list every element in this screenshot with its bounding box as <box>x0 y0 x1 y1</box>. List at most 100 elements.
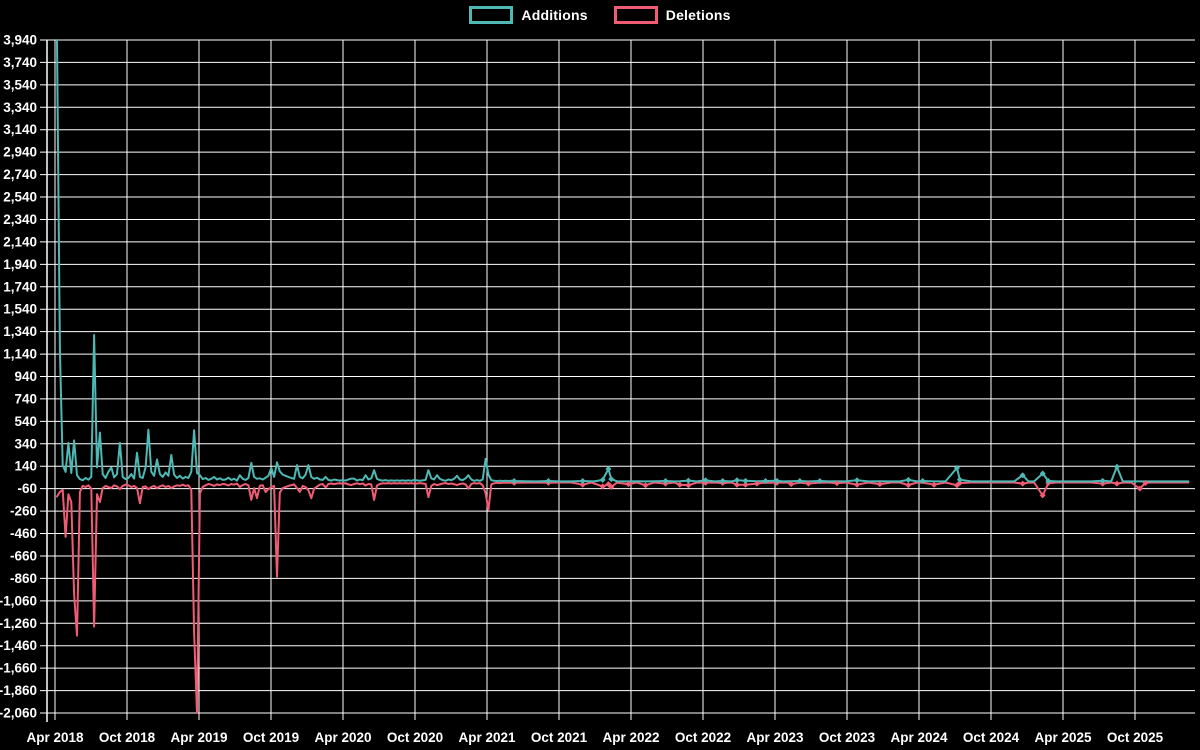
x-tick-label: Apr 2020 <box>314 730 371 745</box>
y-tick-label: 3,740 <box>3 55 37 70</box>
legend-item-additions[interactable]: Additions <box>469 6 588 24</box>
y-tick-label: 3,940 <box>3 33 37 48</box>
point-marker-additions <box>919 478 926 485</box>
y-tick-label: 2,940 <box>3 145 37 160</box>
point-marker-additions <box>599 476 606 483</box>
point-marker-additions <box>853 477 860 484</box>
point-marker-deletions <box>753 480 760 487</box>
point-marker-deletions <box>788 481 795 488</box>
point-marker-deletions <box>685 482 692 489</box>
y-tick-label: 3,340 <box>3 100 37 115</box>
x-tick-label: Oct 2020 <box>387 730 443 745</box>
x-tick-label: Oct 2025 <box>1107 730 1164 745</box>
x-tick-label: Apr 2018 <box>26 730 84 745</box>
point-marker-deletions <box>733 481 740 488</box>
y-tick-label: -460 <box>10 526 37 541</box>
point-marker-additions <box>1045 478 1052 485</box>
y-tick-label: -260 <box>10 504 37 519</box>
point-marker-additions <box>773 477 780 484</box>
point-marker-additions <box>1039 470 1046 477</box>
y-tick-label: 2,140 <box>3 234 37 249</box>
x-tick-label: Apr 2025 <box>1034 730 1092 745</box>
point-marker-additions <box>905 476 912 483</box>
x-tick-label: Apr 2021 <box>458 730 516 745</box>
point-marker-deletions <box>1113 480 1120 487</box>
y-tick-label: 1,740 <box>3 279 37 294</box>
point-marker-additions <box>956 476 963 483</box>
x-tick-label: Apr 2019 <box>170 730 227 745</box>
point-marker-additions <box>545 478 552 485</box>
point-marker-additions <box>1113 463 1120 470</box>
y-tick-label: 1,540 <box>3 302 37 317</box>
point-marker-deletions <box>853 481 860 488</box>
legend-label-additions: Additions <box>521 7 588 23</box>
chart-legend: Additions Deletions <box>0 6 1200 24</box>
point-marker-deletions <box>1136 485 1143 492</box>
series-line-deletions <box>56 481 1190 714</box>
x-tick-label: Oct 2018 <box>99 730 156 745</box>
series-line-additions <box>56 39 1190 483</box>
x-tick-label: Apr 2022 <box>602 730 659 745</box>
y-tick-label: -1,060 <box>0 593 37 608</box>
y-tick-label: 140 <box>14 459 37 474</box>
y-tick-label: 940 <box>14 369 37 384</box>
y-tick-label: 1,940 <box>3 257 37 272</box>
y-tick-label: 1,140 <box>3 347 37 362</box>
y-tick-label: -860 <box>10 571 37 586</box>
point-marker-additions <box>579 478 586 485</box>
point-marker-deletions <box>833 480 840 487</box>
point-marker-additions <box>1099 477 1106 484</box>
y-tick-label: -1,460 <box>0 638 37 653</box>
x-tick-label: Oct 2019 <box>243 730 299 745</box>
y-tick-label: -1,860 <box>0 683 37 698</box>
point-marker-deletions <box>642 482 649 489</box>
point-marker-deletions <box>1039 492 1046 499</box>
point-marker-deletions <box>742 481 749 488</box>
y-tick-label: 2,540 <box>3 190 37 205</box>
x-tick-label: Oct 2022 <box>675 730 731 745</box>
y-tick-label: -60 <box>17 481 37 496</box>
y-tick-label: -2,060 <box>0 706 37 721</box>
point-marker-deletions <box>956 480 963 487</box>
point-marker-deletions <box>805 480 812 487</box>
y-tick-label: -1,660 <box>0 661 37 676</box>
legend-label-deletions: Deletions <box>665 7 731 23</box>
point-marker-additions <box>733 477 740 484</box>
y-tick-label: 1,340 <box>3 324 37 339</box>
point-marker-deletions <box>905 482 912 489</box>
point-marker-deletions <box>1142 479 1149 486</box>
y-tick-label: -660 <box>10 548 37 563</box>
x-tick-label: Oct 2023 <box>819 730 876 745</box>
x-tick-label: Apr 2023 <box>746 730 804 745</box>
point-marker-deletions <box>579 481 586 488</box>
point-marker-deletions <box>876 481 883 488</box>
point-marker-additions <box>662 478 669 485</box>
point-marker-deletions <box>931 481 938 488</box>
point-marker-additions <box>702 477 709 484</box>
point-marker-deletions <box>1019 480 1026 487</box>
point-marker-additions <box>816 478 823 485</box>
y-tick-label: 3,540 <box>3 77 37 92</box>
y-tick-label: 740 <box>14 391 37 406</box>
additions-swatch-icon <box>469 6 514 24</box>
point-marker-additions <box>719 478 726 485</box>
point-marker-additions <box>685 477 692 484</box>
deletions-swatch-icon <box>613 6 658 24</box>
point-marker-additions <box>608 476 615 483</box>
point-marker-deletions <box>599 483 606 490</box>
x-tick-label: Apr 2024 <box>890 730 948 745</box>
y-tick-label: 3,140 <box>3 122 37 137</box>
point-marker-deletions <box>676 481 683 488</box>
y-tick-label: 540 <box>14 414 37 429</box>
y-tick-label: 2,340 <box>3 212 37 227</box>
x-tick-label: Oct 2021 <box>531 730 588 745</box>
legend-item-deletions[interactable]: Deletions <box>613 6 731 24</box>
point-marker-additions <box>742 477 749 484</box>
y-tick-label: 340 <box>14 436 37 451</box>
y-tick-label: 2,740 <box>3 167 37 182</box>
point-marker-additions <box>1019 472 1026 479</box>
point-marker-additions <box>762 478 769 485</box>
y-tick-label: -1,260 <box>0 616 37 631</box>
x-tick-label: Oct 2024 <box>963 730 1020 745</box>
